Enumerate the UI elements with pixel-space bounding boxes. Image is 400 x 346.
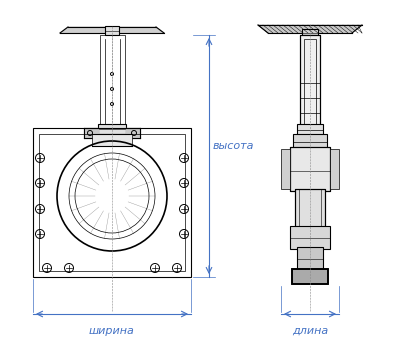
Bar <box>293 134 327 149</box>
Bar <box>295 189 325 228</box>
Bar <box>292 269 328 284</box>
Bar <box>330 149 339 189</box>
Text: длина: длина <box>292 326 328 336</box>
Bar <box>281 149 290 189</box>
Bar <box>297 124 323 136</box>
Bar <box>92 134 132 146</box>
Bar <box>302 29 318 37</box>
Polygon shape <box>84 128 98 138</box>
Bar <box>295 189 325 228</box>
Text: ширина: ширина <box>89 326 135 336</box>
Bar <box>105 26 119 35</box>
Text: высота: высота <box>213 141 254 151</box>
Bar <box>297 247 323 270</box>
Bar <box>290 147 330 191</box>
Bar <box>300 35 320 128</box>
Polygon shape <box>126 128 140 138</box>
Bar <box>33 128 191 277</box>
Bar <box>304 39 316 126</box>
Bar <box>290 147 330 191</box>
Bar <box>100 35 124 128</box>
Bar <box>300 35 320 128</box>
Polygon shape <box>258 25 362 33</box>
Bar <box>39 134 185 271</box>
Bar <box>292 269 328 284</box>
Polygon shape <box>60 27 164 33</box>
Bar <box>98 124 126 134</box>
Bar <box>290 226 330 249</box>
